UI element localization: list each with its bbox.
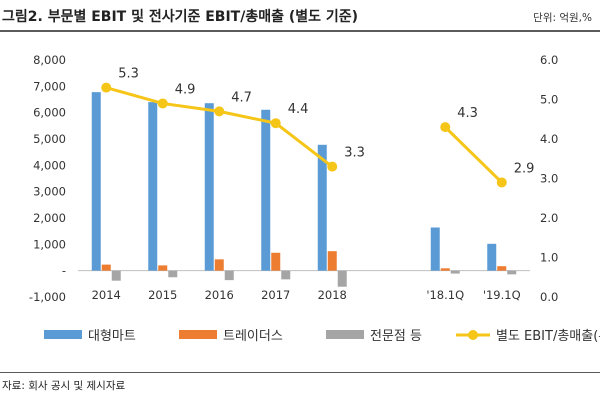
y-left-tick-label: 6,000 <box>33 106 66 120</box>
x-tick-label: 2017 <box>261 288 290 302</box>
unit-label: 단위: 억원,% <box>533 12 592 24</box>
y-right-tick-label: 4.0 <box>540 132 558 146</box>
y-right-tick-label: 0.0 <box>540 290 558 304</box>
legend-swatch-traders <box>179 330 217 339</box>
bar-mart <box>91 92 101 271</box>
ratio-point <box>101 82 112 93</box>
legend-swatch-mart <box>44 330 82 339</box>
ratio-line <box>444 126 503 184</box>
bar-mart <box>204 103 214 271</box>
ratio-point <box>214 106 225 117</box>
y-right-tick-label: 5.0 <box>540 93 558 107</box>
top-divider <box>0 30 600 32</box>
bar-specialty <box>168 270 178 278</box>
ebit-chart: -1,000-1,0002,0003,0004,0005,0006,0007,0… <box>29 53 600 344</box>
bar-traders <box>327 251 337 271</box>
y-right-tick-label: 3.0 <box>540 172 558 186</box>
legend-swatch-specialty <box>326 330 364 339</box>
ratio-point <box>157 98 168 109</box>
bar-specialty <box>111 270 121 281</box>
bar-specialty <box>450 270 460 274</box>
y-right-tick-label: 6.0 <box>540 53 558 67</box>
ratio-line <box>105 86 334 168</box>
ratio-data-label: 4.7 <box>231 90 252 105</box>
legend-label-mart: 대형마트 <box>88 329 136 344</box>
y-left-tick-label: 4,000 <box>33 158 66 172</box>
y-right-tick-label: 2.0 <box>540 211 558 225</box>
y-right-tick-label: 1.0 <box>540 251 558 265</box>
bar-specialty <box>224 270 234 281</box>
ratio-point <box>440 122 451 133</box>
x-tick-label: 2016 <box>205 288 234 302</box>
bottom-divider <box>0 372 600 373</box>
bar-traders <box>101 264 111 271</box>
y-left-tick-label: - <box>62 264 66 278</box>
y-left-tick-label: 7,000 <box>33 79 66 93</box>
bar-mart <box>487 243 497 271</box>
ratio-data-label: 3.3 <box>344 146 365 161</box>
legend-group: 대형마트 트레이더스 전문점 등 별도 EBIT/총매출(우) <box>44 329 600 344</box>
bar-traders <box>271 252 281 271</box>
y-left-tick-label: 8,000 <box>33 53 66 67</box>
bar-mart <box>148 102 158 271</box>
legend-label-traders: 트레이더스 <box>223 329 283 344</box>
y-left-tick-label: 3,000 <box>33 185 66 199</box>
bar-traders <box>497 266 507 271</box>
x-tick-label: 2018 <box>318 288 347 302</box>
ratio-point <box>496 177 507 188</box>
bar-specialty <box>337 270 347 287</box>
bars-group <box>91 92 517 287</box>
bar-mart <box>261 109 271 271</box>
ratio-line-group: 5.3 4.9 4.7 4.4 3.3 4.3 2.9 <box>101 67 534 188</box>
x-tick-label: 2015 <box>148 288 177 302</box>
legend-label-ratio: 별도 EBIT/총매출(우) <box>496 329 600 344</box>
legend-label-specialty: 전문점 등 <box>370 329 422 344</box>
ratio-data-label: 4.9 <box>175 82 196 97</box>
x-tick-label: '18.1Q <box>426 288 464 302</box>
axes-group: -1,000-1,0002,0003,0004,0005,0006,0007,0… <box>29 53 558 304</box>
ratio-point <box>327 161 338 172</box>
bar-traders <box>440 268 450 271</box>
legend-marker-ratio <box>468 330 478 340</box>
bar-specialty <box>281 270 291 280</box>
bar-mart <box>430 227 440 271</box>
ratio-point <box>270 118 281 129</box>
x-tick-label: '19.1Q <box>483 288 521 302</box>
bar-traders <box>158 265 168 271</box>
y-left-tick-label: 2,000 <box>33 211 66 225</box>
ratio-data-label: 4.4 <box>288 102 309 117</box>
y-left-tick-label: -1,000 <box>29 290 66 304</box>
ratio-data-label: 4.3 <box>457 106 478 121</box>
y-left-tick-label: 1,000 <box>33 237 66 251</box>
bar-mart <box>317 144 327 271</box>
bar-traders <box>214 259 224 271</box>
bar-specialty <box>507 270 517 275</box>
ratio-data-label: 5.3 <box>118 67 139 82</box>
x-tick-label: 2014 <box>92 288 121 302</box>
chart-title: 그림2. 부문별 EBIT 및 전사기준 EBIT/총매출 (별도 기준) <box>2 9 359 25</box>
ratio-data-label: 2.9 <box>514 161 535 176</box>
source-note: 자료: 회사 공시 및 제시자료 <box>2 380 126 392</box>
y-left-tick-label: 5,000 <box>33 132 66 146</box>
